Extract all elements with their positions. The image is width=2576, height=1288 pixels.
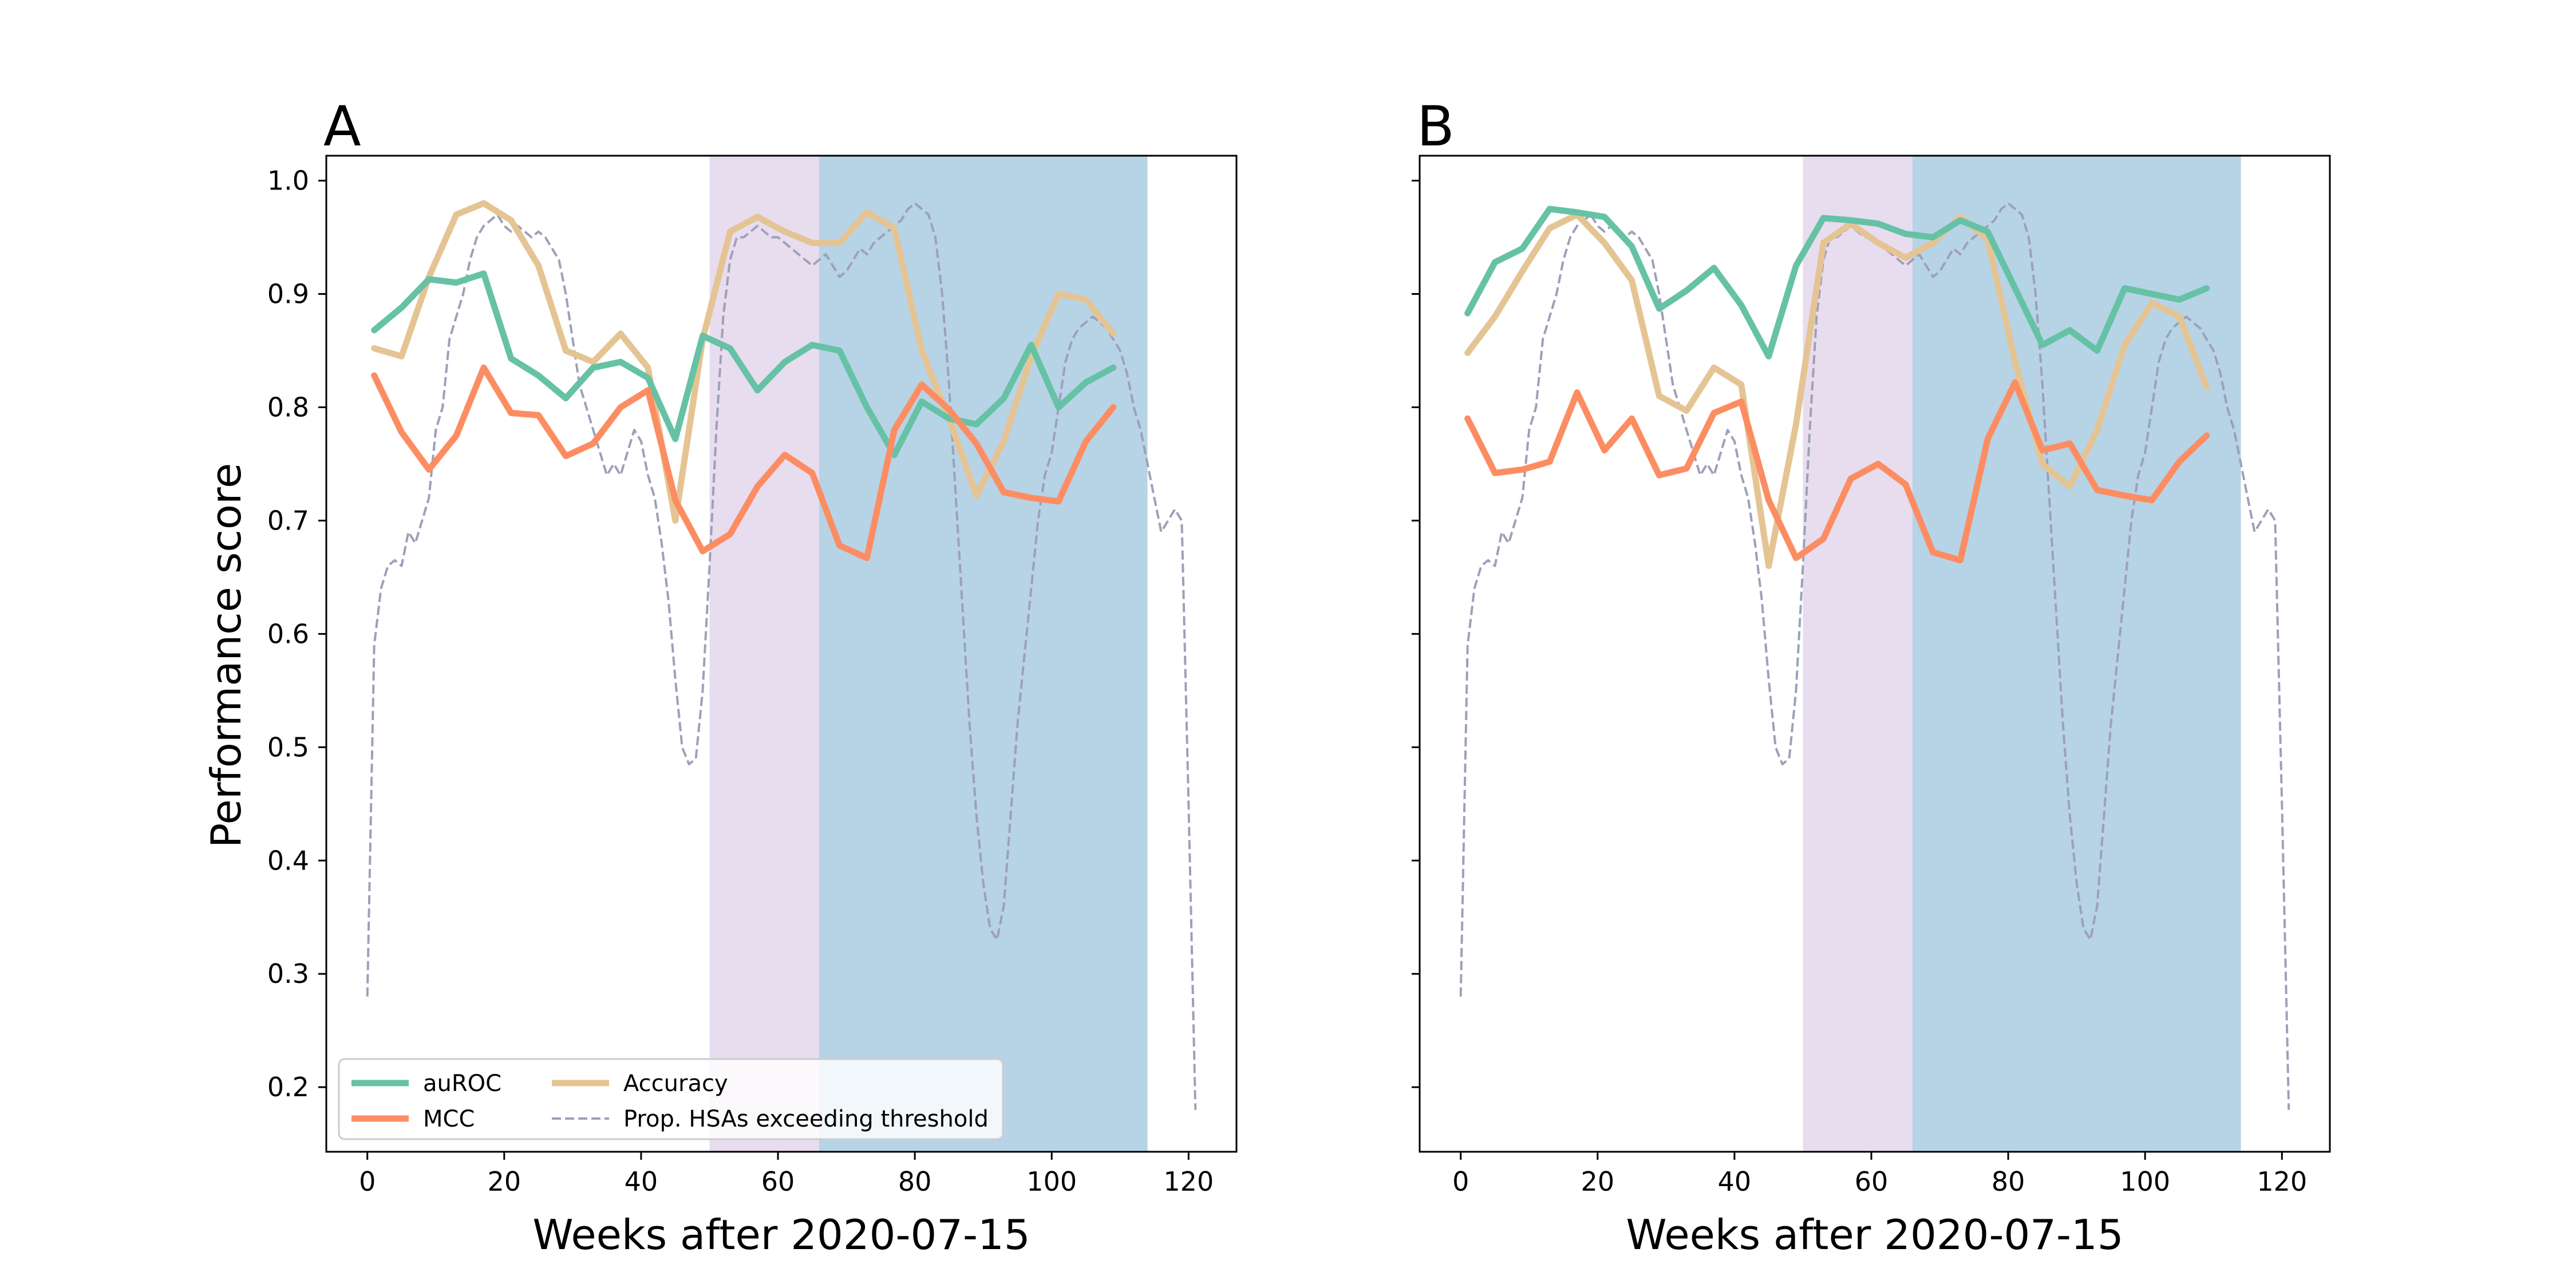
- legend-label-mcc: MCC: [423, 1106, 475, 1132]
- series-line-mcc: [371, 364, 1117, 562]
- y-axis-label: Performance score: [202, 463, 250, 848]
- y-tick-label: 0.3: [267, 958, 309, 989]
- series-line-accuracy: [1464, 211, 2210, 570]
- x-tick-label: 40: [625, 1166, 658, 1197]
- x-tick-label: 80: [898, 1166, 932, 1197]
- y-tick-label: 0.4: [267, 845, 309, 876]
- axes-frame: [325, 155, 1238, 1153]
- panel-label: B: [1417, 94, 1455, 159]
- panel-label: A: [323, 94, 361, 159]
- plot-area: [366, 200, 1197, 1110]
- x-tick-label: 120: [1163, 1166, 1214, 1197]
- legend-label-auroc: auROC: [423, 1070, 501, 1097]
- x-tick-label: 120: [2257, 1166, 2307, 1197]
- legend-box: [338, 1058, 1004, 1140]
- legend-label-accuracy: Accuracy: [623, 1070, 728, 1097]
- x-tick-label: 60: [1855, 1166, 1888, 1197]
- y-tick-label: 0.5: [267, 732, 309, 762]
- x-tick-label: 100: [2120, 1166, 2170, 1197]
- x-tick-label: 20: [488, 1166, 521, 1197]
- plot-area: [1459, 202, 2290, 1110]
- x-tick-label: 20: [1581, 1166, 1615, 1197]
- series-line-prop: [366, 202, 1197, 1110]
- axes-frame: [1419, 155, 2331, 1153]
- x-tick-label: 40: [1718, 1166, 1752, 1197]
- y-tick-label: 0.8: [267, 392, 309, 422]
- y-tick-label: 0.9: [267, 279, 309, 310]
- x-axis-label: Weeks after 2020-07-15: [532, 1211, 1030, 1259]
- x-tick-label: 100: [1026, 1166, 1077, 1197]
- series-line-mcc: [1464, 379, 2210, 564]
- x-tick-label: 60: [761, 1166, 795, 1197]
- series-line-auroc: [1464, 206, 2210, 359]
- y-tick-label: 0.7: [267, 505, 309, 536]
- x-tick-label: 0: [1452, 1166, 1469, 1197]
- y-tick-label: 0.2: [267, 1072, 309, 1103]
- panel-a: 0 20 40 60 80 100 120 0.2 0.3 0.4 0.5 0.6 0.7 0.8 0.9 1…: [267, 94, 1238, 1259]
- series-line-prop: [1459, 202, 2290, 1110]
- legend: auROC MCC Accuracy Prop. HSAs exceeding thr…: [338, 1058, 1004, 1140]
- x-axis-label: Weeks after 2020-07-15: [1626, 1211, 2123, 1259]
- series-line-auroc: [371, 270, 1117, 459]
- shaded-span-2: [1912, 156, 2241, 1152]
- x-tick-label: 80: [1992, 1166, 2025, 1197]
- y-tick-label: 1.0: [267, 165, 309, 196]
- x-tick-label: 0: [359, 1166, 376, 1197]
- shaded-span-2: [819, 156, 1148, 1152]
- y-tick-label: 0.6: [267, 618, 309, 649]
- legend-label-prop: Prop. HSAs exceeding threshold: [623, 1106, 989, 1132]
- shaded-span-1: [1803, 156, 1913, 1152]
- panel-b: 0 20 40 60 80 100 120 Weeks after 2020-07-15 B: [1412, 94, 2331, 1259]
- shaded-span-1: [709, 156, 819, 1152]
